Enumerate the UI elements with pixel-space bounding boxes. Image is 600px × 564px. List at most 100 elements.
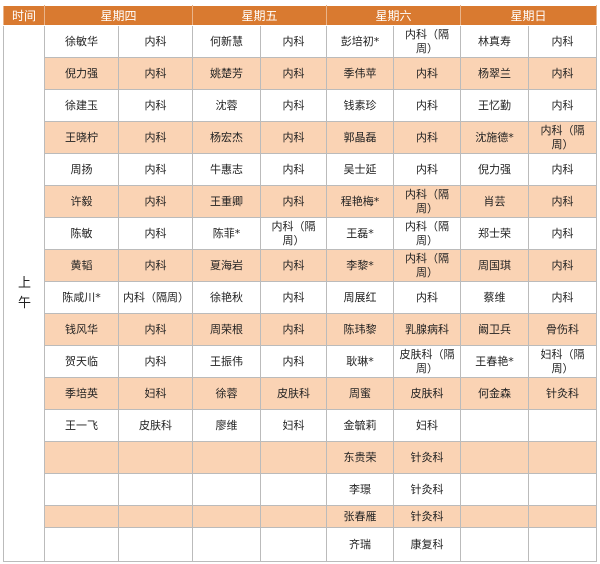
department-cell: 康复科 <box>393 527 462 562</box>
department-cell: 内科 <box>117 57 194 90</box>
department-cell <box>260 527 328 562</box>
doctor-cell: 王一飞 <box>44 409 119 442</box>
department-cell: 内科 <box>393 89 462 122</box>
doctor-cell: 夏海岩 <box>192 249 262 282</box>
doctor-cell: 吴士延 <box>326 153 395 186</box>
doctor-cell <box>44 527 119 562</box>
doctor-cell: 何新慧 <box>192 25 262 58</box>
department-cell: 内科 <box>528 185 598 218</box>
header-row: 时间 星期四 星期五 星期六 星期日 <box>3 5 598 26</box>
doctor-cell: 廖维 <box>192 409 262 442</box>
department-cell: 针灸科 <box>393 505 462 528</box>
doctor-cell: 齐瑞 <box>326 527 395 562</box>
schedule-table: 时间 星期四 星期五 星期六 星期日 上午 徐敏华 内科 何新慧 内科 彭培初* 内科（隔周… <box>3 5 598 562</box>
doctor-cell: 周展红 <box>326 281 395 314</box>
doctor-cell: 杨宏杰 <box>192 121 262 154</box>
department-cell: 内科 <box>117 89 194 122</box>
doctor-cell: 周荣根 <box>192 313 262 346</box>
table-row: 倪力强 内科 姚楚芳 内科 季伟苹 内科 杨翠兰 内科 <box>4 57 598 90</box>
department-cell: 乳腺病科 <box>393 313 462 346</box>
doctor-cell: 郑士荣 <box>460 217 530 250</box>
department-cell <box>117 441 194 474</box>
doctor-cell <box>192 527 262 562</box>
doctor-cell: 徐蓉 <box>192 377 262 410</box>
department-cell: 内科 <box>117 121 194 154</box>
department-cell <box>117 505 194 528</box>
doctor-cell <box>44 441 119 474</box>
doctor-cell: 周蜜 <box>326 377 395 410</box>
doctor-cell: 倪力强 <box>460 153 530 186</box>
doctor-cell <box>192 473 262 506</box>
doctor-cell: 金毓莉 <box>326 409 395 442</box>
table-row: 王一飞 皮肤科 廖维 妇科 金毓莉 妇科 <box>4 409 598 442</box>
department-cell: 内科 <box>528 249 598 282</box>
department-cell: 内科 <box>260 345 328 378</box>
doctor-cell: 张春雁 <box>326 505 395 528</box>
department-cell: 内科（隔周） <box>528 121 598 154</box>
department-cell: 骨伤科 <box>528 313 598 346</box>
doctor-cell <box>460 409 530 442</box>
doctor-cell: 李璟 <box>326 473 395 506</box>
department-cell: 内科 <box>393 121 462 154</box>
table-row: 许毅 内科 王重卿 内科 程艳梅* 内科（隔周） 肖芸 内科 <box>4 185 598 218</box>
doctor-cell: 王振伟 <box>192 345 262 378</box>
department-cell: 内科 <box>260 153 328 186</box>
doctor-cell: 王忆勤 <box>460 89 530 122</box>
table-row: 钱风华 内科 周荣根 内科 陈玮黎 乳腺病科 阚卫兵 骨伤科 <box>4 313 598 346</box>
doctor-cell: 郭晶磊 <box>326 121 395 154</box>
doctor-cell <box>460 505 530 528</box>
department-cell: 皮肤科 <box>393 377 462 410</box>
doctor-cell <box>44 505 119 528</box>
doctor-cell: 周国琪 <box>460 249 530 282</box>
department-cell: 妇科 <box>117 377 194 410</box>
department-cell: 内科 <box>393 281 462 314</box>
doctor-cell: 周扬 <box>44 153 119 186</box>
doctor-cell: 蔡维 <box>460 281 530 314</box>
table-row: 张春雁 针灸科 <box>4 505 598 528</box>
table-row: 徐建玉 内科 沈蓉 内科 钱素珍 内科 王忆勤 内科 <box>4 89 598 122</box>
department-cell: 内科 <box>260 57 328 90</box>
department-cell: 皮肤科 <box>117 409 194 442</box>
doctor-cell: 王春艳* <box>460 345 530 378</box>
doctor-cell: 林真寿 <box>460 25 530 58</box>
department-cell: 内科 <box>260 281 328 314</box>
doctor-cell: 许毅 <box>44 185 119 218</box>
department-cell: 内科 <box>393 57 462 90</box>
doctor-cell <box>460 527 530 562</box>
department-cell: 内科 <box>260 121 328 154</box>
doctor-cell: 陈菲* <box>192 217 262 250</box>
department-cell: 内科 <box>117 217 194 250</box>
department-cell <box>528 505 598 528</box>
doctor-cell: 陈咸川* <box>44 281 119 314</box>
header-cell: 时间 <box>3 5 45 26</box>
department-cell <box>260 441 328 474</box>
department-cell: 内科 <box>117 313 194 346</box>
department-cell: 内科（隔周） <box>260 217 328 250</box>
department-cell <box>528 441 598 474</box>
department-cell: 内科 <box>528 57 598 90</box>
doctor-cell: 彭培初* <box>326 25 395 58</box>
table-row: 齐瑞 康复科 <box>4 527 598 562</box>
department-cell: 针灸科 <box>528 377 598 410</box>
table-row: 季培英 妇科 徐蓉 皮肤科 周蜜 皮肤科 何金森 针灸科 <box>4 377 598 410</box>
doctor-cell: 贺天临 <box>44 345 119 378</box>
doctor-cell: 程艳梅* <box>326 185 395 218</box>
department-cell <box>528 473 598 506</box>
department-cell: 妇科 <box>393 409 462 442</box>
doctor-cell: 钱素珍 <box>326 89 395 122</box>
table-row: 李璟 针灸科 <box>4 473 598 506</box>
department-cell: 内科 <box>260 185 328 218</box>
department-cell: 内科 <box>528 25 598 58</box>
header-cell: 星期日 <box>460 5 598 26</box>
department-cell: 内科 <box>528 217 598 250</box>
doctor-cell: 沈施德* <box>460 121 530 154</box>
doctor-cell <box>192 505 262 528</box>
doctor-cell: 徐艳秋 <box>192 281 262 314</box>
doctor-cell <box>44 473 119 506</box>
doctor-cell: 姚楚芳 <box>192 57 262 90</box>
doctor-cell: 杨翠兰 <box>460 57 530 90</box>
department-cell: 内科 <box>528 281 598 314</box>
doctor-cell: 王磊* <box>326 217 395 250</box>
department-cell: 内科 <box>260 249 328 282</box>
